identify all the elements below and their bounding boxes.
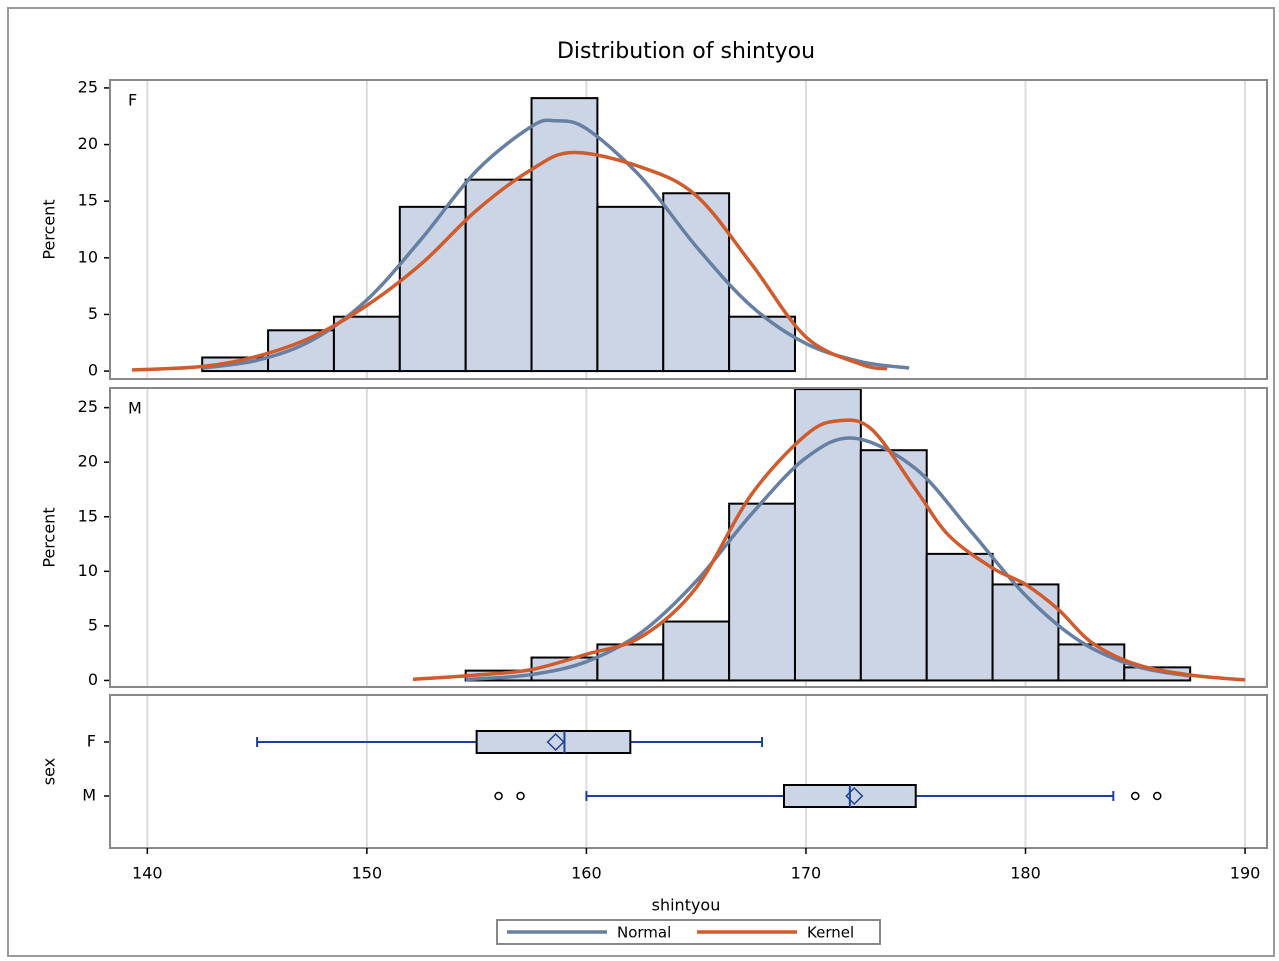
y-tick-label: 10 [78,247,98,266]
y-tick-label: 25 [78,77,98,96]
panel-border [109,387,1268,688]
y-tick-label: 5 [88,615,98,634]
histogram-bar [464,178,533,373]
y-tick-label: 0 [88,361,98,380]
histogram-bar [925,552,994,682]
outlier [1152,791,1162,801]
outer-border [7,7,1275,957]
outlier [494,791,503,801]
legend-label: Kernel [807,924,854,942]
histogram-bar [793,388,862,682]
x-tick-label: 190 [1230,864,1261,883]
y-tick-label: 10 [78,561,98,580]
histogram-bar [859,449,928,682]
y-axis-label: Percent [40,507,59,567]
chart-title: Distribution of shintyou [557,39,815,64]
y-axis-label: sex [40,758,59,785]
histogram-bar [530,97,599,373]
outlier [516,791,525,801]
box-iqr [475,730,632,754]
histogram-bar [332,315,401,373]
y-tick-label: 20 [78,452,98,471]
outlier [1131,791,1140,801]
box-mean [845,786,864,806]
histogram-bar [728,502,796,682]
panel-label: F [128,91,137,110]
x-tick-label: 160 [571,864,602,883]
legend-label: Normal [617,924,671,942]
histogram-bar [991,583,1060,682]
y-tick-label: 0 [88,670,98,689]
x-tick-label: 140 [132,864,163,883]
box-mean [546,732,565,752]
density-curve [131,150,888,372]
density-curve [465,436,1191,682]
x-tick-label: 180 [1010,864,1041,883]
y-axis-label: Percent [40,199,59,259]
x-tick-label: 170 [791,864,822,883]
histogram-bar [1057,643,1126,682]
panel-border [109,79,1268,380]
histogram-bar [728,315,796,373]
y-tick-label: 5 [88,304,98,323]
y-tick-label: F [87,732,96,751]
density-curve [412,418,1246,682]
histogram-bar [398,205,467,373]
histogram-bar [596,205,665,373]
x-tick-label: 150 [352,864,383,883]
y-tick-label: 20 [78,134,98,153]
histogram-bar [662,620,731,682]
y-tick-label: 15 [78,191,98,210]
panel-border [109,694,1268,849]
y-tick-label: M [82,786,96,805]
y-tick-label: 15 [78,506,98,525]
panel-label: M [128,399,142,418]
y-tick-label: 25 [78,397,98,416]
x-axis-label: shintyou [652,896,721,915]
